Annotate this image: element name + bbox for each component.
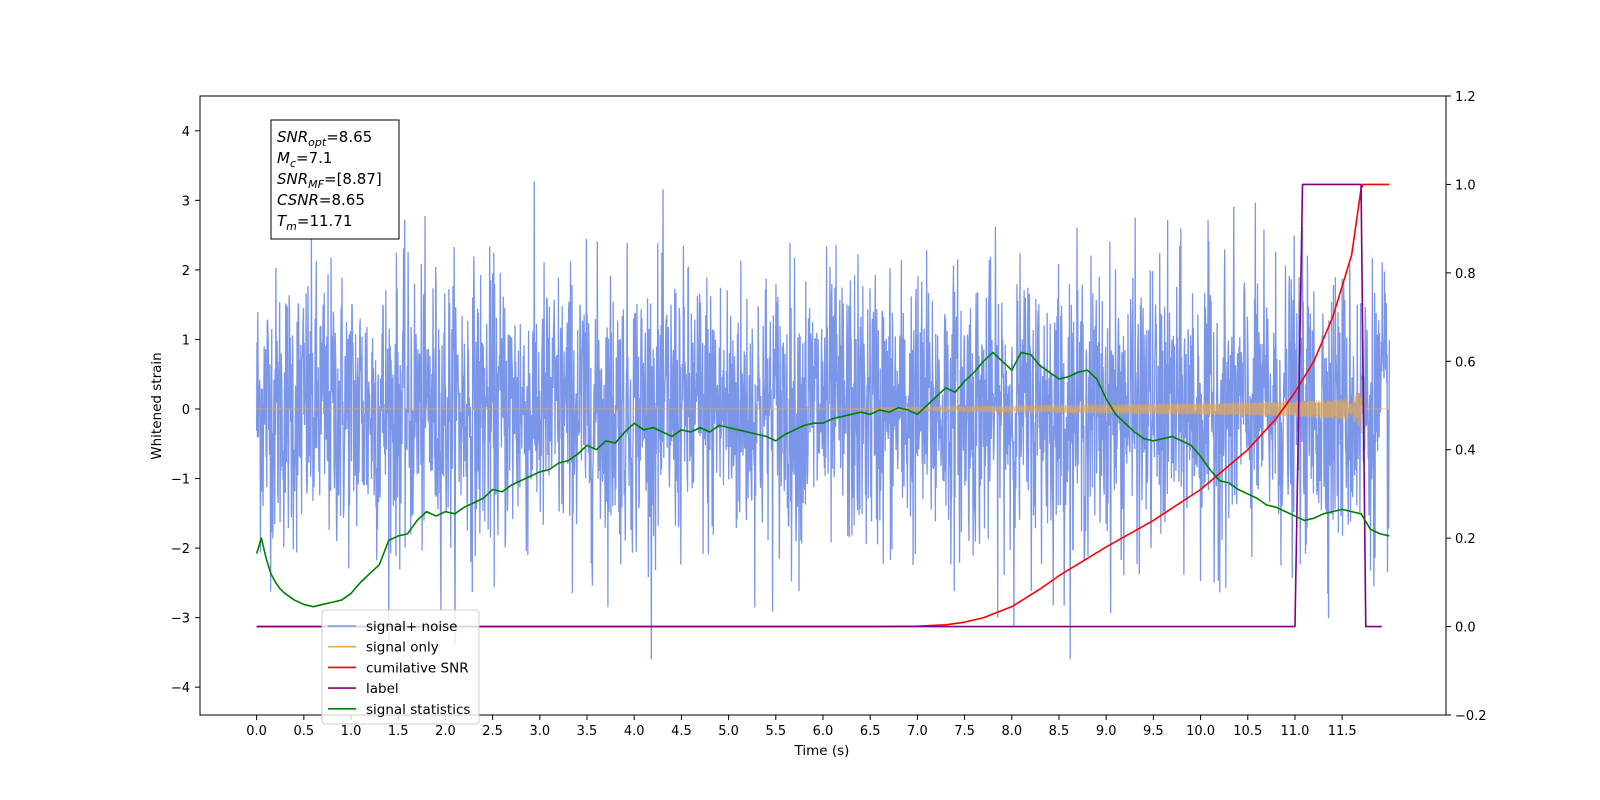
annotation-line: SNRMF=[8.87] — [277, 170, 382, 191]
y-tick-label: −4 — [171, 681, 190, 696]
y-tick-label: −3 — [171, 612, 190, 627]
legend-label: label — [366, 681, 399, 697]
x-tick-label: 9.0 — [1096, 724, 1117, 739]
x-tick-label: 3.5 — [577, 724, 598, 739]
y2-tick-label: 0.8 — [1455, 267, 1476, 282]
x-tick-label: 11.5 — [1328, 724, 1357, 739]
x-tick-label: 10.5 — [1233, 724, 1262, 739]
y2-tick-label: 0.6 — [1455, 355, 1476, 370]
series-signal-statistics — [255, 351, 1390, 608]
x-tick-label: 1.0 — [341, 724, 362, 739]
x-tick-label: 7.5 — [954, 724, 975, 739]
x-tick-label: 0.5 — [293, 724, 314, 739]
x-tick-label: 2.5 — [482, 724, 503, 739]
x-axis-label: Time (s) — [794, 743, 850, 759]
annotation-line: CSNR=8.65 — [277, 191, 365, 209]
y2-tick-label: 0.0 — [1455, 621, 1476, 636]
series-signal-noise — [255, 181, 1391, 660]
annotation-line: SNRopt=8.65 — [277, 128, 372, 149]
series-layer — [255, 181, 1391, 660]
y-tick-label: −2 — [171, 542, 190, 557]
x-tick-label: 5.5 — [765, 724, 786, 739]
legend-label: signal+ noise — [366, 619, 457, 635]
y-tick-label: 2 — [182, 264, 190, 279]
y-axis-right: 1.2 1.0 0.8 0.6 0.4 0.2 0.0 −0.2 — [1446, 90, 1487, 724]
legend-label: signal only — [366, 640, 439, 656]
y-tick-label: 4 — [182, 125, 190, 140]
annotation-frame — [270, 119, 400, 240]
x-tick-label: 2.0 — [435, 724, 456, 739]
x-tick-label: 11.0 — [1280, 724, 1309, 739]
y-tick-label: −1 — [171, 473, 190, 488]
x-axis: 0.0 0.5 1.0 1.5 2.0 2.5 3.0 3.5 4.0 4.5 5.0 5.5 6.0 6… — [246, 715, 1357, 739]
x-tick-label: 5.0 — [718, 724, 739, 739]
y2-tick-label: 0.4 — [1455, 444, 1476, 459]
x-tick-label: 7.0 — [907, 724, 928, 739]
x-tick-label: 4.5 — [671, 724, 692, 739]
y-axis-left: 4 3 2 1 0 −1 −2 −3 −4 — [171, 125, 200, 696]
y2-tick-label: 1.0 — [1455, 178, 1476, 193]
x-tick-label: 4.0 — [624, 724, 645, 739]
y2-tick-label: −0.2 — [1455, 709, 1487, 724]
series-cumilative-snr — [256, 183, 1390, 628]
x-tick-label: 0.0 — [246, 724, 267, 739]
y-tick-label: 0 — [182, 403, 190, 418]
x-tick-label: 1.5 — [388, 724, 409, 739]
y2-tick-label: 0.2 — [1455, 532, 1476, 547]
y-tick-label: 3 — [182, 194, 190, 209]
x-tick-label: 9.5 — [1143, 724, 1164, 739]
y2-tick-label: 1.2 — [1455, 90, 1476, 105]
x-tick-label: 8.0 — [1001, 724, 1022, 739]
series-signal-only — [256, 380, 1390, 434]
annotation-line: Mc=7.1 — [277, 149, 332, 170]
legend-frame — [321, 609, 480, 725]
y-tick-label: 1 — [182, 333, 190, 348]
x-tick-label: 3.0 — [529, 724, 550, 739]
legend: signal+ noise signal only cumilative SNR la… — [321, 609, 480, 725]
x-tick-label: 6.0 — [813, 724, 834, 739]
annotation-line: Tm=11.71 — [277, 212, 352, 233]
x-tick-label: 6.5 — [860, 724, 881, 739]
legend-label: signal statistics — [366, 702, 470, 718]
x-tick-label: 8.5 — [1049, 724, 1070, 739]
x-tick-label: 10.0 — [1186, 724, 1215, 739]
legend-label: cumilative SNR — [366, 660, 469, 676]
y-axis-label: Whitened strain — [149, 352, 165, 459]
series-label — [256, 183, 1382, 628]
